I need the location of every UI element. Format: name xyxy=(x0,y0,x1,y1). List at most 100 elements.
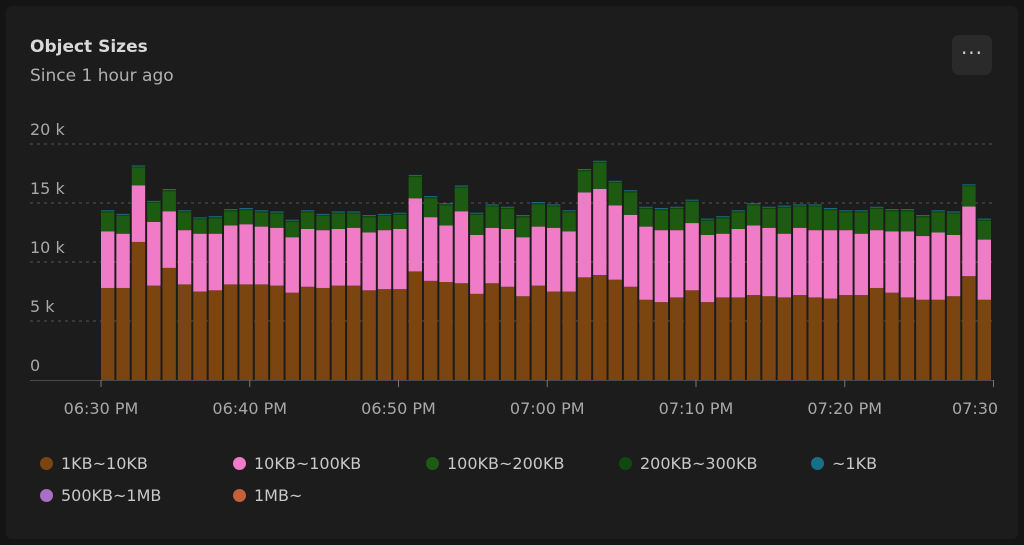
bar-segment[interactable] xyxy=(900,231,915,298)
bar-segment[interactable] xyxy=(485,206,499,228)
bar-segment[interactable] xyxy=(746,204,761,206)
bar-segment[interactable] xyxy=(962,206,976,277)
bar-segment[interactable] xyxy=(239,208,253,211)
bar-segment[interactable] xyxy=(362,217,376,233)
bar-segment[interactable] xyxy=(900,210,915,212)
bar-segment[interactable] xyxy=(854,211,868,213)
bar-segment[interactable] xyxy=(746,205,761,226)
bar-segment[interactable] xyxy=(224,211,238,226)
bar-segment[interactable] xyxy=(670,207,684,209)
bar-segment[interactable] xyxy=(531,203,545,205)
bar-segment[interactable] xyxy=(377,214,392,216)
bar-segment[interactable] xyxy=(408,174,422,176)
bar-segment[interactable] xyxy=(254,212,269,227)
more-options-button[interactable]: ··· xyxy=(952,35,992,75)
bar-segment[interactable] xyxy=(331,228,346,286)
bar-segment[interactable] xyxy=(300,228,315,287)
bar-segment[interactable] xyxy=(239,207,253,209)
bar-segment[interactable] xyxy=(746,295,761,380)
bar-segment[interactable] xyxy=(500,208,515,229)
bar-segment[interactable] xyxy=(331,285,346,380)
bar-segment[interactable] xyxy=(623,192,638,215)
bar-segment[interactable] xyxy=(608,182,622,206)
bar-segment[interactable] xyxy=(808,230,822,298)
bar-segment[interactable] xyxy=(454,185,469,187)
bar-segment[interactable] xyxy=(854,233,868,296)
legend-item[interactable]: 100KB~200KB xyxy=(426,454,564,473)
bar-segment[interactable] xyxy=(239,210,253,225)
bar-segment[interactable] xyxy=(623,214,638,287)
bar-segment[interactable] xyxy=(116,214,130,216)
bar-segment[interactable] xyxy=(116,287,130,380)
bar-segment[interactable] xyxy=(777,207,792,234)
bar-segment[interactable] xyxy=(639,299,653,380)
bar-segment[interactable] xyxy=(147,221,161,286)
bar-segment[interactable] xyxy=(362,215,376,218)
bar-segment[interactable] xyxy=(408,177,422,199)
bar-segment[interactable] xyxy=(547,206,561,228)
bar-segment[interactable] xyxy=(177,284,192,380)
bar-segment[interactable] xyxy=(454,186,469,188)
bar-segment[interactable] xyxy=(270,211,284,213)
bar-segment[interactable] xyxy=(854,210,868,212)
bar-segment[interactable] xyxy=(900,211,915,232)
bar-segment[interactable] xyxy=(331,213,346,229)
bar-segment[interactable] xyxy=(700,234,715,303)
bar-segment[interactable] xyxy=(639,206,653,208)
bar-segment[interactable] xyxy=(162,190,176,192)
bar-segment[interactable] xyxy=(854,212,868,234)
bar-segment[interactable] xyxy=(485,205,499,207)
bar-segment[interactable] xyxy=(208,290,223,380)
bar-segment[interactable] xyxy=(654,210,669,231)
bar-segment[interactable] xyxy=(393,289,407,380)
bar-segment[interactable] xyxy=(439,203,453,205)
bar-segment[interactable] xyxy=(593,161,607,163)
bar-segment[interactable] xyxy=(731,228,745,298)
bar-segment[interactable] xyxy=(224,210,238,212)
bar-segment[interactable] xyxy=(593,274,607,380)
bar-segment[interactable] xyxy=(977,299,991,380)
bar-segment[interactable] xyxy=(808,204,822,206)
bar-segment[interactable] xyxy=(408,271,422,380)
bar-segment[interactable] xyxy=(254,211,269,213)
bar-segment[interactable] xyxy=(931,299,945,380)
bar-segment[interactable] xyxy=(869,208,884,231)
bar-segment[interactable] xyxy=(470,212,484,214)
bar-segment[interactable] xyxy=(885,292,899,380)
bar-segment[interactable] xyxy=(347,212,361,214)
bar-segment[interactable] xyxy=(193,219,207,234)
bar-segment[interactable] xyxy=(593,160,607,162)
bar-segment[interactable] xyxy=(316,214,330,216)
bar-segment[interactable] xyxy=(254,210,269,212)
bar-segment[interactable] xyxy=(147,201,161,203)
bar-segment[interactable] xyxy=(685,223,699,291)
bar-segment[interactable] xyxy=(716,297,730,380)
bar-segment[interactable] xyxy=(423,280,438,380)
bar-segment[interactable] xyxy=(347,227,361,286)
bar-segment[interactable] xyxy=(116,215,130,234)
bar-segment[interactable] xyxy=(347,213,361,228)
bar-segment[interactable] xyxy=(823,208,838,211)
bar-segment[interactable] xyxy=(500,206,515,208)
bar-segment[interactable] xyxy=(270,227,284,286)
bar-segment[interactable] xyxy=(608,180,622,182)
bar-segment[interactable] xyxy=(408,198,422,272)
bar-segment[interactable] xyxy=(531,226,545,286)
bar-segment[interactable] xyxy=(285,237,299,293)
bar-segment[interactable] xyxy=(577,192,592,278)
bar-segment[interactable] xyxy=(962,185,976,187)
bar-segment[interactable] xyxy=(162,191,176,212)
bar-segment[interactable] xyxy=(962,186,976,207)
bar-segment[interactable] xyxy=(808,205,822,207)
bar-segment[interactable] xyxy=(101,231,115,288)
bar-segment[interactable] xyxy=(193,218,207,220)
bar-segment[interactable] xyxy=(762,296,776,380)
bar-segment[interactable] xyxy=(347,285,361,380)
bar-segment[interactable] xyxy=(869,206,884,208)
bar-segment[interactable] xyxy=(208,233,223,291)
bar-segment[interactable] xyxy=(516,217,530,238)
bar-segment[interactable] xyxy=(547,204,561,206)
bar-segment[interactable] xyxy=(177,210,192,212)
bar-segment[interactable] xyxy=(177,212,192,231)
bar-segment[interactable] xyxy=(362,232,376,291)
